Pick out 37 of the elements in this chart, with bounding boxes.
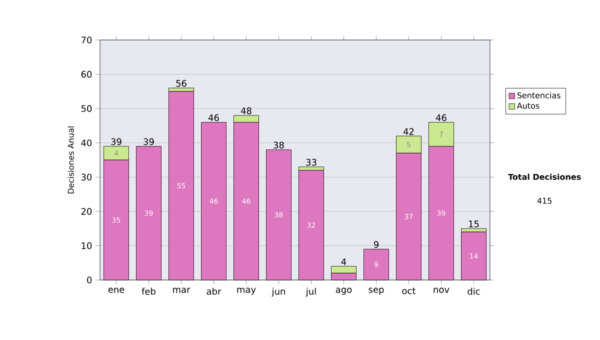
- total-label: 15: [469, 220, 479, 228]
- text: Total Decisiones: [508, 174, 581, 180]
- x-tick-label: sep: [368, 288, 384, 295]
- x-tick-label: nov: [434, 288, 450, 293]
- total-label: 42: [403, 128, 414, 135]
- x-tick-label: ago: [336, 288, 352, 295]
- y-tick-label: 10: [82, 242, 92, 250]
- total-label: 56: [176, 80, 186, 87]
- total-label: 4: [341, 258, 346, 266]
- total-label: 39: [144, 138, 154, 146]
- x-tick-label: oct: [402, 288, 416, 294]
- x-tick-label: abr: [206, 288, 222, 295]
- legend-label: Sentencias: [517, 92, 560, 98]
- total-label: 46: [436, 114, 446, 122]
- total-label: 38: [274, 142, 284, 149]
- y-tick-label: 0: [87, 276, 92, 284]
- y-tick-label: 50: [81, 105, 92, 112]
- total-label: 33: [306, 158, 316, 166]
- y-tick-label: 70: [81, 36, 92, 44]
- y-axis-title: Decisiones Anual: [68, 126, 74, 194]
- total-label: 9: [374, 241, 378, 248]
- y-tick-label: 30: [81, 174, 92, 181]
- total-label: 46: [208, 114, 219, 122]
- total-label: 39: [111, 138, 122, 146]
- legend-label: Autos: [516, 102, 540, 109]
- x-tick-label: mar: [173, 288, 190, 293]
- y-tick-label: 60: [81, 70, 92, 78]
- y-tick-label: 20: [81, 208, 92, 215]
- x-tick-label: may: [237, 288, 256, 295]
- y-tick-label: 40: [81, 139, 92, 146]
- total-label: 48: [240, 107, 252, 114]
- text: 415: [537, 198, 552, 204]
- x-tick-label: feb: [142, 288, 156, 295]
- x-tick-label: jun: [272, 288, 285, 296]
- x-tick-label: jul: [306, 288, 316, 296]
- x-tick-label: ene: [108, 288, 124, 293]
- x-tick-label: dic: [468, 288, 480, 295]
